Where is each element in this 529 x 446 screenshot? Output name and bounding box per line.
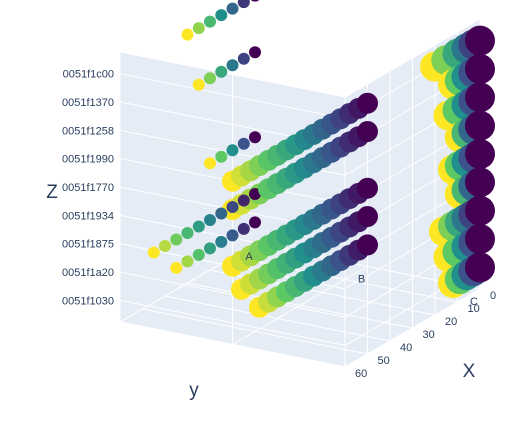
data-point (357, 92, 378, 114)
x-tick-label: 0 (490, 290, 496, 302)
data-point (215, 207, 228, 220)
data-point (181, 255, 194, 268)
x-gridline-floor (119, 321, 346, 368)
data-point (465, 139, 495, 169)
x-gridline-floor (164, 295, 391, 342)
data-point (237, 137, 250, 150)
data-point (465, 252, 495, 283)
data-point (215, 9, 228, 22)
z-tick-label: 0051f1258 (62, 125, 114, 137)
data-point (357, 206, 378, 227)
z-tick-label: 0051f1990 (62, 154, 114, 166)
data-point (357, 177, 378, 199)
data-point (226, 201, 239, 213)
data-point (204, 72, 216, 85)
data-point (465, 195, 495, 226)
data-point (192, 22, 205, 35)
data-point (192, 220, 205, 233)
data-point (215, 150, 228, 163)
data-point (192, 248, 205, 261)
data-point (357, 234, 378, 256)
data-point (204, 15, 216, 28)
data-point (204, 214, 216, 226)
x-tick-label: 40 (400, 342, 412, 354)
x-tick-label: 60 (355, 368, 367, 380)
z-tick-label: 0051f1934 (62, 210, 114, 222)
x-gridline-floor (187, 282, 413, 329)
data-point (249, 216, 261, 229)
data-point (465, 82, 495, 113)
data-point (159, 240, 171, 252)
z-tick-label: 0051f1370 (62, 97, 114, 109)
x-tick-label: 30 (423, 329, 435, 341)
data-point (226, 144, 239, 157)
data-point (215, 65, 228, 78)
data-point (237, 194, 250, 207)
x-gridline-floor (142, 308, 368, 355)
y-axis-title: y (189, 380, 199, 401)
x-tick-label: 20 (445, 316, 457, 328)
data-point (181, 28, 194, 41)
data-point (170, 233, 183, 246)
tick-labels: 0051f1030 0051f1a20 0051f1875 0051f1934 0051… (62, 69, 496, 380)
data-point (226, 229, 239, 242)
data-point (147, 246, 160, 259)
data-point (181, 227, 194, 239)
data-point (249, 46, 261, 59)
z-tick-label: 0051f1875 (62, 239, 114, 251)
data-point (249, 131, 261, 144)
y-tick-label: A (245, 251, 253, 263)
data-point (357, 121, 378, 142)
data-point (249, 188, 261, 200)
data-point (204, 242, 216, 255)
z-tick-label: 0051f1770 (62, 182, 114, 194)
data-point (237, 222, 250, 235)
z-tick-label: 0051f1030 (62, 295, 114, 307)
data-point (226, 59, 239, 72)
data-point (170, 261, 183, 274)
data-point (192, 78, 205, 91)
data-point (226, 2, 239, 15)
data-point (465, 224, 495, 254)
data-point (465, 167, 495, 198)
data-point (204, 157, 216, 170)
z-axis-title: Z (46, 182, 58, 203)
data-point (237, 52, 250, 65)
marker-layer (147, 0, 495, 318)
x-tick-label: 50 (378, 355, 390, 367)
data-point (250, 0, 260, 2)
x-tick-label: 10 (468, 303, 480, 315)
y-tick-label: B (358, 274, 365, 286)
data-point (465, 54, 495, 84)
data-point (237, 0, 250, 9)
z-tick-label: 0051f1c00 (63, 69, 114, 81)
y-tick-label: C (470, 296, 478, 308)
data-point (465, 25, 495, 56)
data-point (215, 235, 228, 248)
x-axis-title: X (463, 361, 476, 382)
axis-titles: Z y X (46, 182, 475, 401)
data-point (465, 110, 495, 141)
z-tick-label: 0051f1a20 (62, 267, 114, 279)
